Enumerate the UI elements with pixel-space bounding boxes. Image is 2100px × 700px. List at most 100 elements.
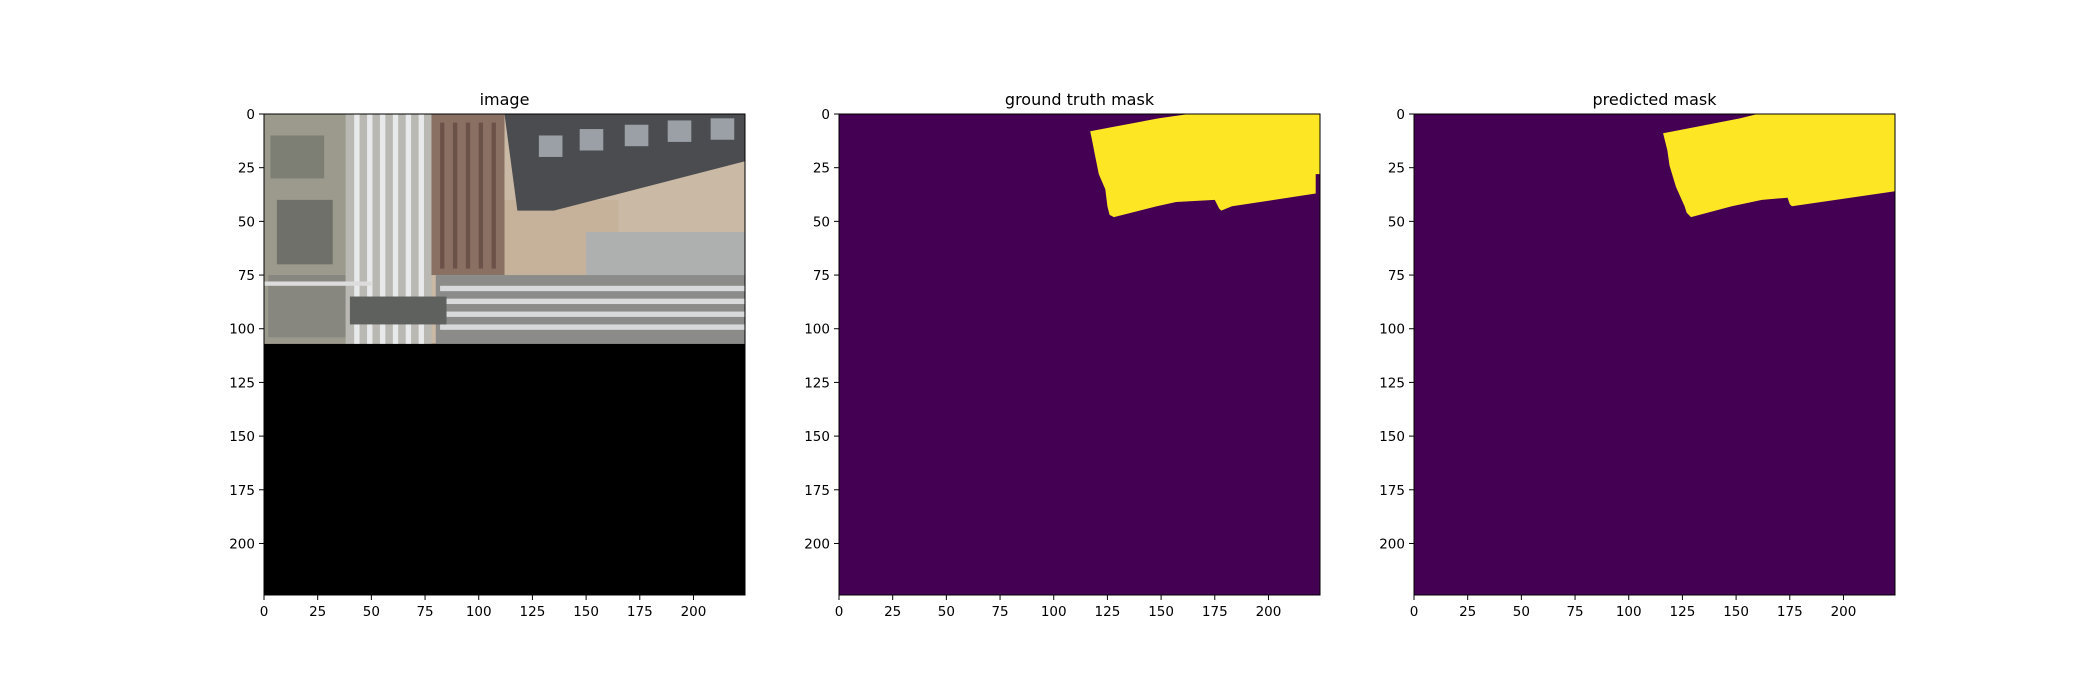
x-tick-label: 0 xyxy=(260,604,269,620)
roof-skylight xyxy=(667,120,692,142)
panel-3: predicted mask 0 25 50 75 100 125 150 175 200 0 25 5… xyxy=(1379,90,1896,620)
x-tick-label: 175 xyxy=(1777,604,1803,620)
y-tick-label: 25 xyxy=(813,161,830,177)
rack-line xyxy=(465,122,471,269)
pipe-line xyxy=(264,281,372,286)
x-axis: 0 25 50 75 100 125 150 175 200 xyxy=(835,595,1282,620)
roof-skylight xyxy=(538,135,563,157)
pipe-line xyxy=(367,114,373,344)
y-tick-label: 125 xyxy=(1379,375,1405,391)
y-tick-label: 0 xyxy=(821,107,830,123)
rack-line xyxy=(491,122,496,269)
pipe-line xyxy=(440,285,745,292)
pipe-line xyxy=(392,114,399,344)
y-axis: 0 25 50 75 100 125 150 175 200 xyxy=(229,107,264,552)
x-axis: 0 25 50 75 100 125 150 175 200 xyxy=(260,595,707,620)
photo-image xyxy=(264,114,745,595)
y-tick-label: 200 xyxy=(229,536,255,552)
y-tick-label: 175 xyxy=(804,483,830,499)
y-tick-label: 25 xyxy=(238,161,255,177)
x-tick-label: 200 xyxy=(681,604,707,620)
pipe-line xyxy=(440,298,745,305)
x-tick-label: 25 xyxy=(309,604,326,620)
y-tick-label: 150 xyxy=(1379,429,1405,445)
panel-title: ground truth mask xyxy=(1005,90,1155,109)
roof-skylight xyxy=(579,129,604,151)
x-tick-label: 200 xyxy=(1256,604,1282,620)
pipe-line xyxy=(379,114,386,344)
shadow-area xyxy=(349,296,447,325)
mask-region xyxy=(1663,114,1895,218)
y-tick-label: 200 xyxy=(1379,536,1405,552)
mask-image xyxy=(1414,114,1895,595)
x-tick-label: 0 xyxy=(835,604,844,620)
x-tick-label: 100 xyxy=(466,604,492,620)
x-tick-label: 175 xyxy=(1202,604,1228,620)
y-tick-label: 100 xyxy=(804,322,830,338)
left-structure xyxy=(276,199,333,265)
pipe-line xyxy=(354,114,360,344)
y-axis: 0 25 50 75 100 125 150 175 200 xyxy=(804,107,839,552)
rack-line xyxy=(478,122,484,269)
x-tick-label: 50 xyxy=(938,604,955,620)
pipe-line xyxy=(440,311,745,317)
axes-frame xyxy=(1413,113,1896,596)
mask-region xyxy=(1090,114,1320,218)
y-tick-label: 175 xyxy=(1379,483,1405,499)
x-tick-label: 150 xyxy=(573,604,599,620)
y-tick-label: 0 xyxy=(1396,107,1405,123)
mask-image xyxy=(839,114,1320,595)
y-tick-label: 25 xyxy=(1388,161,1405,177)
x-tick-label: 50 xyxy=(1513,604,1530,620)
x-tick-label: 75 xyxy=(1566,604,1583,620)
y-tick-label: 50 xyxy=(1388,214,1405,230)
x-tick-label: 25 xyxy=(884,604,901,620)
roof-skylight xyxy=(624,124,649,147)
x-tick-label: 75 xyxy=(416,604,433,620)
panel-title: predicted mask xyxy=(1593,90,1718,109)
pipe-line xyxy=(440,324,745,330)
y-tick-label: 125 xyxy=(804,375,830,391)
pipe-line xyxy=(405,114,412,344)
y-tick-label: 150 xyxy=(229,429,255,445)
y-tick-label: 100 xyxy=(229,322,255,338)
y-tick-label: 50 xyxy=(813,214,830,230)
y-tick-label: 125 xyxy=(229,375,255,391)
x-tick-label: 200 xyxy=(1831,604,1857,620)
axes-frame xyxy=(263,113,746,596)
panel-1: image 0 25 50 75 100 125 150 175 200 0 25 50 75 100 125… xyxy=(229,90,746,620)
left-structure xyxy=(270,135,325,179)
axes-frame xyxy=(838,113,1321,596)
y-tick-label: 0 xyxy=(246,107,255,123)
y-tick-label: 175 xyxy=(229,483,255,499)
x-tick-label: 0 xyxy=(1410,604,1419,620)
x-tick-label: 125 xyxy=(520,604,546,620)
roof-skylight xyxy=(710,118,735,140)
x-tick-label: 150 xyxy=(1723,604,1749,620)
structure xyxy=(586,232,745,276)
rack-line xyxy=(452,122,458,269)
x-tick-label: 125 xyxy=(1095,604,1121,620)
x-tick-label: 100 xyxy=(1616,604,1642,620)
panel-title: image xyxy=(480,90,530,109)
y-tick-label: 150 xyxy=(804,429,830,445)
x-tick-label: 75 xyxy=(991,604,1008,620)
x-tick-label: 125 xyxy=(1670,604,1696,620)
x-tick-label: 50 xyxy=(363,604,380,620)
x-axis: 0 25 50 75 100 125 150 175 200 xyxy=(1410,595,1857,620)
y-axis: 0 25 50 75 100 125 150 175 200 xyxy=(1379,107,1414,552)
x-tick-label: 150 xyxy=(1148,604,1174,620)
y-tick-label: 100 xyxy=(1379,322,1405,338)
x-tick-label: 100 xyxy=(1041,604,1067,620)
x-tick-label: 175 xyxy=(627,604,653,620)
y-tick-label: 75 xyxy=(1388,268,1405,284)
y-tick-label: 200 xyxy=(804,536,830,552)
pipe-line xyxy=(418,114,424,344)
y-tick-label: 75 xyxy=(813,268,830,284)
x-tick-label: 25 xyxy=(1459,604,1476,620)
rack-line xyxy=(440,122,445,269)
y-tick-label: 75 xyxy=(238,268,255,284)
aerial-photo xyxy=(264,114,745,344)
